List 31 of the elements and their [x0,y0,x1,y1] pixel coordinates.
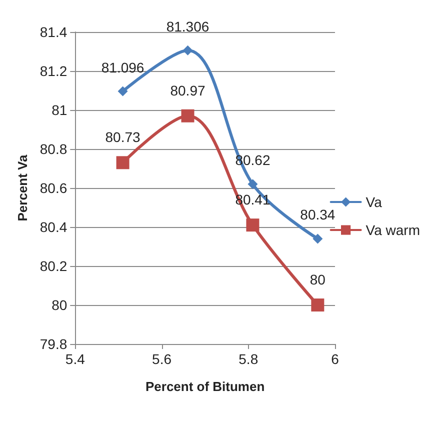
point [248,179,258,190]
x-tick-label: 5.4 [65,351,86,367]
y-tick-label: 80 [52,297,68,313]
point [312,234,323,244]
y-tick-label: 80.2 [40,258,68,274]
legend-label: Va [366,194,382,210]
x-tick-label: 6 [331,351,340,367]
x-tick-label: 5.6 [152,351,172,367]
x-axis-title: Percent of Bitumen [145,379,265,394]
data-label: 81.306 [166,18,210,34]
point [116,156,130,170]
data-label: 80.97 [170,82,206,98]
legend-label: Va warm [366,222,420,238]
point [181,109,194,122]
data-label: 80.34 [300,206,336,223]
point [311,298,324,312]
y-axis-title: Percent Va [15,154,30,222]
y-tick-label: 80.6 [40,180,68,196]
point [182,45,193,56]
y-tick-label: 80.4 [40,219,68,235]
y-tick-label: 81.2 [40,63,68,79]
point [246,218,260,232]
data-label: 80.73 [105,129,141,146]
y-tick-label: 81.4 [40,24,68,40]
data-label: 81.096 [101,59,144,76]
data-label: 80 [310,272,326,288]
y-tick-label: 80.8 [40,141,68,157]
y-tick-label: 81 [52,102,68,118]
y-tick-label: 79.8 [40,336,68,352]
point [118,86,128,96]
x-tick-label: 5.8 [238,351,258,367]
